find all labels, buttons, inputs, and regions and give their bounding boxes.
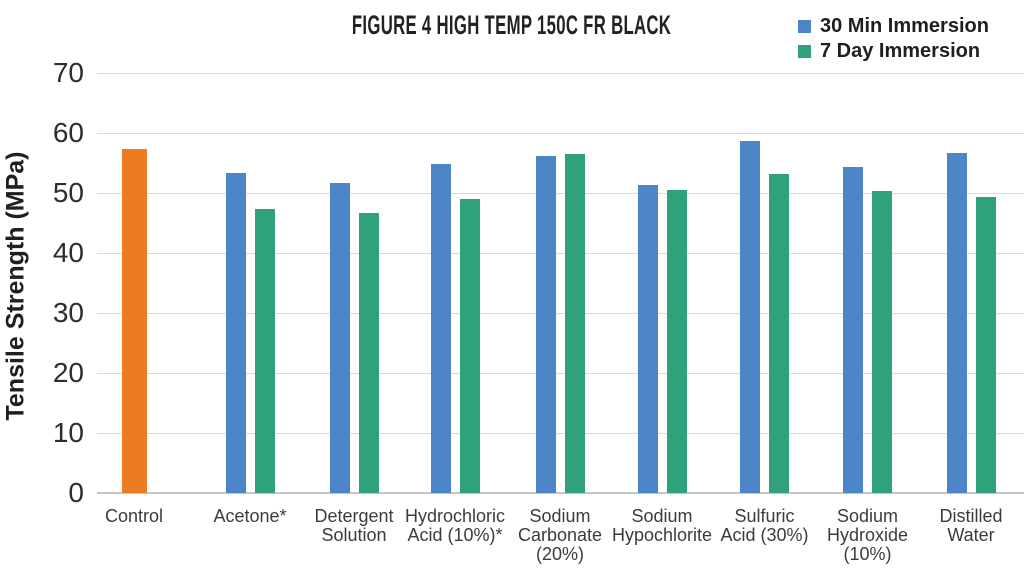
bar-30-min-immersion — [535, 155, 556, 493]
legend-swatch-30min-icon — [798, 20, 811, 33]
y-tick-label: 60 — [52, 117, 84, 148]
y-tick-label: 30 — [52, 297, 84, 328]
legend-item-7day: 7 Day Immersion — [798, 39, 989, 64]
y-tick-label: 70 — [52, 57, 84, 88]
gridline — [97, 373, 1024, 374]
gridline — [97, 433, 1024, 434]
x-tick-label: Detergent Solution — [314, 506, 394, 545]
legend-label-7day: 7 Day Immersion — [820, 40, 981, 62]
x-tick-label: Sodium Carbonate (20%) — [517, 506, 603, 564]
x-axis-line — [97, 492, 1024, 494]
gridline — [97, 253, 1024, 254]
gridline — [97, 193, 1024, 194]
y-tick-label: 50 — [52, 177, 84, 208]
x-tick-label: Control — [104, 506, 164, 526]
bar-30-min-immersion — [740, 141, 760, 493]
y-tick-label: 40 — [52, 237, 84, 268]
bar-7-day-immersion — [459, 199, 480, 493]
chart-title-text: FIGURE 4 HIGH TEMP 150C FR BLACK — [352, 10, 672, 40]
x-tick-label: Hydrochloric Acid (10%)* — [404, 506, 506, 545]
bar-7-day-immersion — [975, 196, 996, 493]
bar-30-min-immersion — [637, 184, 658, 493]
y-tick-label: 10 — [52, 417, 84, 448]
gridline — [97, 133, 1024, 134]
bar-7-day-immersion — [564, 154, 585, 493]
bar-7-day-immersion — [872, 191, 892, 493]
bar-7-day-immersion — [666, 190, 687, 493]
legend: 30 Min Immersion 7 Day Immersion — [798, 14, 989, 64]
chart-title: FIGURE 4 HIGH TEMP 150C FR BLACK — [0, 10, 1024, 41]
bar-control — [121, 148, 147, 493]
x-tick-label: Acetone* — [213, 506, 287, 526]
y-tick-label: 20 — [52, 357, 84, 388]
bar-30-min-immersion — [225, 172, 246, 493]
x-tick-label: Distilled Water — [939, 506, 1003, 545]
x-tick-label: Sodium Hypochlorite — [611, 506, 713, 545]
x-tick-label: Sulfuric Acid (30%) — [720, 506, 809, 545]
gridline — [97, 313, 1024, 314]
bar-30-min-immersion — [329, 183, 350, 493]
x-tick-label: Sodium Hydroxide (10%) — [826, 506, 909, 564]
bar-7-day-immersion — [358, 212, 379, 493]
bar-30-min-immersion — [430, 164, 451, 493]
legend-label-30min: 30 Min Immersion — [820, 15, 989, 37]
y-tick-label: 0 — [68, 477, 84, 508]
bar-30-min-immersion — [843, 167, 863, 493]
legend-item-30min: 30 Min Immersion — [798, 14, 989, 39]
bar-30-min-immersion — [946, 152, 967, 493]
gridline — [97, 73, 1024, 74]
bar-7-day-immersion — [769, 173, 789, 493]
bar-7-day-immersion — [254, 208, 275, 493]
legend-swatch-7day-icon — [798, 45, 811, 58]
